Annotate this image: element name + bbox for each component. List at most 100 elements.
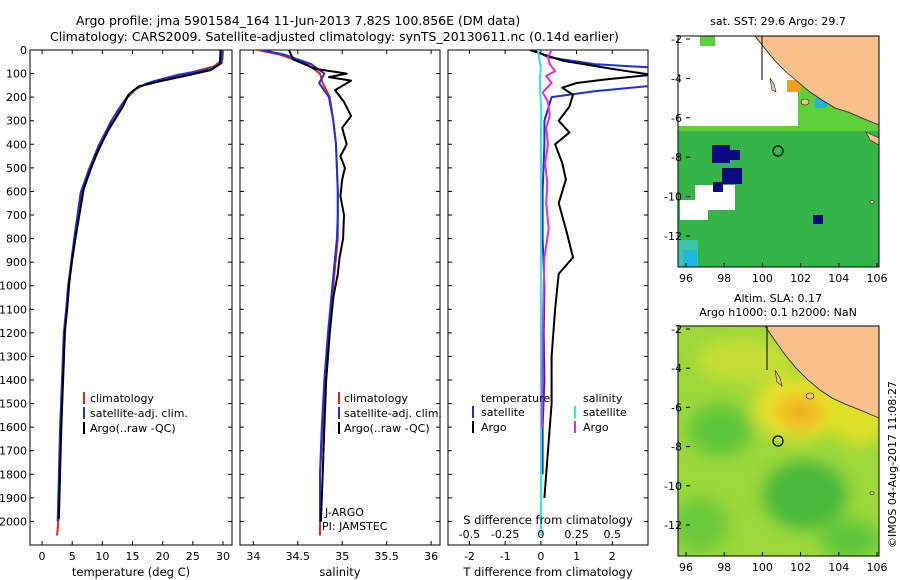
series-line-salinity-argo xyxy=(540,50,557,428)
title-line-2: Climatology: CARS2009. Satellite-adjuste… xyxy=(50,29,619,44)
map-ytick-label: -12 xyxy=(664,230,682,243)
ytick-label: 1600 xyxy=(0,421,27,434)
ytick-label: 0 xyxy=(20,44,27,57)
map-xtick-label: 104 xyxy=(828,561,849,574)
island-enggano xyxy=(869,200,875,204)
land-sumatra xyxy=(754,36,879,126)
ytick-label: 1900 xyxy=(0,492,27,505)
sst-cyan-patch xyxy=(683,250,697,267)
annotation-pi: PI: JAMSTEC xyxy=(322,520,388,533)
island-siberut-sla xyxy=(774,369,783,387)
legend-label-satellite-adj: satellite-adj. clim. xyxy=(90,407,188,420)
map-xtick-label: 98 xyxy=(717,272,731,285)
difference-legend: temperature satellite Argo salinity sate… xyxy=(472,392,627,434)
map-xtick-label: 100 xyxy=(752,561,773,574)
sst-map-title: sat. SST: 29.6 Argo: 29.7 xyxy=(710,15,846,28)
ytick-label: 800 xyxy=(6,233,27,246)
ytick-label: 1200 xyxy=(0,327,27,340)
ytick-label: 200 xyxy=(6,91,27,104)
sla-orange-blob xyxy=(778,396,822,428)
xtick-label: 30 xyxy=(216,550,230,563)
x2tick-label: 0 xyxy=(537,528,544,541)
ytick-label: 1700 xyxy=(0,445,27,458)
temperature-xlabel: temperature (deg C) xyxy=(72,565,190,579)
map-xtick-label: 96 xyxy=(679,272,693,285)
xtick-label: 36 xyxy=(424,550,438,563)
series-line-climatology xyxy=(257,50,339,536)
imos-watermark: ©IMOS 04-Aug-2017 11:08:27 xyxy=(886,381,899,548)
series-line-argo-raw-qc- xyxy=(287,50,353,522)
map-xtick-label: 100 xyxy=(752,272,773,285)
map-ytick-label: -2 xyxy=(671,33,682,46)
salinity-legend: climatology satellite-adj. clim. Argo(..… xyxy=(338,392,442,435)
series-line-temperature-argo xyxy=(529,50,648,498)
legend-label-argo: Argo(..raw -QC) xyxy=(90,422,176,435)
sst-cold-cloud-1 xyxy=(712,145,730,163)
ytick-label: 1500 xyxy=(0,398,27,411)
map-xtick-label: 106 xyxy=(867,561,888,574)
legend-label-sal-argo: Argo xyxy=(583,421,609,434)
sla-green-blob-3 xyxy=(820,520,879,556)
sst-map-frame xyxy=(677,35,880,268)
land-java xyxy=(865,131,879,146)
sla-map-frame xyxy=(677,325,880,557)
sla-green-blob-1 xyxy=(688,404,752,456)
island-sipura xyxy=(800,98,810,106)
argo-float-marker-sst xyxy=(772,145,784,157)
map-ytick-label: -6 xyxy=(671,401,682,414)
xtick-label: 0 xyxy=(537,550,544,563)
map-ytick-label: -8 xyxy=(671,151,682,164)
ytick-label: 500 xyxy=(6,162,27,175)
series-line-temperature-satellite xyxy=(533,50,648,475)
map-xtick-label: 106 xyxy=(867,272,888,285)
sla-yellow-blob-3 xyxy=(695,338,795,382)
xtick-label: 10 xyxy=(95,550,109,563)
map-xtick-label: 102 xyxy=(790,272,811,285)
legend-label-sal-satellite: satellite xyxy=(583,406,627,419)
difference-xlabel-t: T difference from climatology xyxy=(462,565,633,579)
xtick-label: 5 xyxy=(69,550,76,563)
ytick-label: 400 xyxy=(6,138,27,151)
temperature-legend: climatology satellite-adj. clim. Argo(..… xyxy=(83,392,188,435)
series-line-argo-raw-qc- xyxy=(57,50,222,520)
xtick-label: -1 xyxy=(500,550,511,563)
x2tick-label: 0.5 xyxy=(604,528,622,541)
xtick-label: -2 xyxy=(464,550,475,563)
sst-map: sat. SST: 29.6 Argo: 29.7 9 xyxy=(664,15,887,285)
legend-label-climatology: climatology xyxy=(90,392,154,405)
island-enggano-sla xyxy=(869,491,875,495)
x2tick-label: -0.25 xyxy=(491,528,519,541)
ytick-label: 1300 xyxy=(0,350,27,363)
ytick-label: 900 xyxy=(6,256,27,269)
map-ytick-label: -10 xyxy=(664,480,682,493)
x2tick-label: 0.25 xyxy=(564,528,589,541)
sla-map: Altim. SLA: 0.17 Argo h1000: 0.1 h2000: … xyxy=(664,292,888,574)
difference-panel: -2 -1 0 1 2 T difference from climatology S … xyxy=(447,49,649,579)
ytick-label: 1100 xyxy=(0,303,27,316)
series-line-climatology xyxy=(56,50,224,536)
island-siberut xyxy=(769,77,777,93)
ytick-label: 300 xyxy=(6,115,27,128)
sst-cold-cloud-3 xyxy=(722,168,742,184)
ytick-label: 100 xyxy=(6,68,27,81)
land-sumatra-sla xyxy=(764,326,879,419)
xtick-label: 34 xyxy=(246,550,260,563)
ytick-label: 1800 xyxy=(0,468,27,481)
map-xtick-label: 96 xyxy=(679,561,693,574)
x2tick-label: -0.5 xyxy=(459,528,480,541)
map-xtick-label: 98 xyxy=(717,561,731,574)
sst-cold-cloud-2 xyxy=(726,150,740,160)
annotation-j-argo: J-ARGO xyxy=(324,506,364,519)
sst-white-cloud-2 xyxy=(680,200,708,220)
map-ytick-label: -12 xyxy=(664,519,682,532)
sst-cold-cloud-5 xyxy=(813,215,823,224)
xtick-label: 20 xyxy=(156,550,170,563)
sla-map-title-1: Altim. SLA: 0.17 xyxy=(734,292,822,305)
legend-label-satellite-adj: satellite-adj. clim. xyxy=(344,407,442,420)
salinity-xlabel: salinity xyxy=(319,565,360,579)
sla-green-blob-2 xyxy=(763,461,847,529)
sst-green-patch xyxy=(700,36,715,46)
legend-title-temperature: temperature xyxy=(481,392,550,405)
map-xtick-label: 104 xyxy=(828,272,849,285)
